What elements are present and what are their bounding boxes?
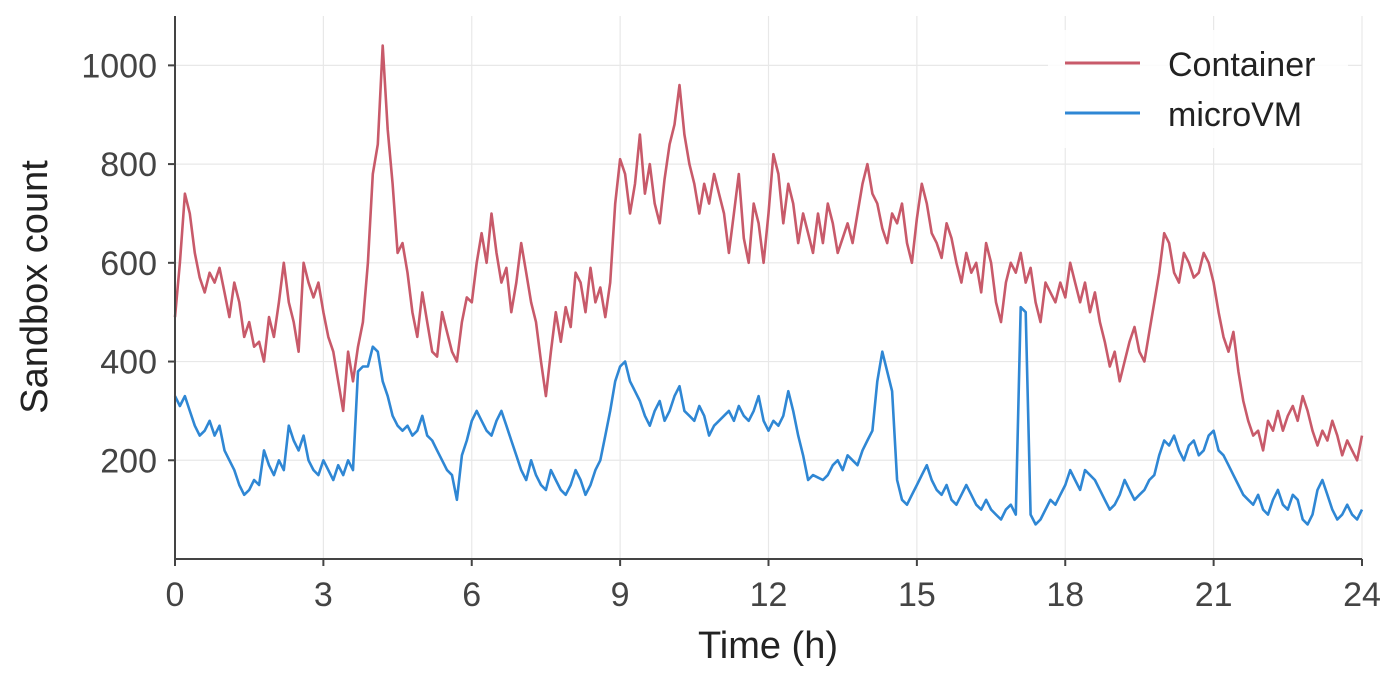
x-tick-label: 3 xyxy=(314,576,333,614)
series-line-container xyxy=(173,44,1364,462)
legend: Container microVM xyxy=(1048,30,1348,148)
x-tick-label: 21 xyxy=(1195,576,1233,614)
x-axis-label: Time (h) xyxy=(698,625,838,667)
y-ticks: 200 400 600 800 1000 xyxy=(81,47,175,480)
x-tick-label: 6 xyxy=(462,576,481,614)
x-tick-label: 18 xyxy=(1046,576,1084,614)
x-tick-label: 15 xyxy=(898,576,936,614)
x-tick-label: 9 xyxy=(611,576,630,614)
y-tick-label: 200 xyxy=(100,442,157,480)
y-tick-label: 800 xyxy=(100,146,157,184)
x-tick-label: 0 xyxy=(166,576,185,614)
y-tick-label: 1000 xyxy=(81,47,157,85)
y-axis-label: Sandbox count xyxy=(14,160,56,414)
y-tick-label: 400 xyxy=(100,344,157,382)
legend-label-microvm: microVM xyxy=(1168,96,1302,134)
legend-background xyxy=(1048,30,1348,148)
legend-label-container: Container xyxy=(1168,46,1315,84)
series-line-microvm xyxy=(173,305,1364,526)
x-tick-label: 12 xyxy=(750,576,788,614)
y-tick-label: 600 xyxy=(100,245,157,283)
x-ticks: 0 3 6 9 12 15 18 21 24 xyxy=(166,559,1381,614)
series-lines xyxy=(173,44,1364,526)
x-tick-label: 24 xyxy=(1343,576,1381,614)
